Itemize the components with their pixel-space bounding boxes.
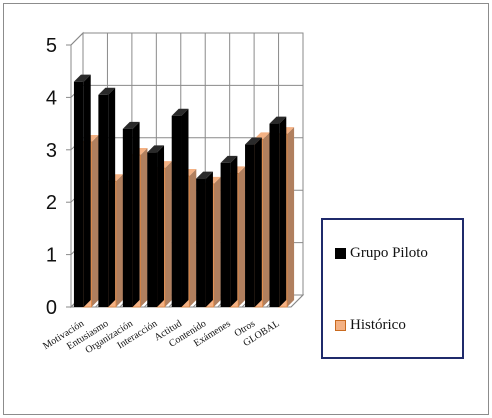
gridline-side xyxy=(70,32,84,46)
bar-series-1 xyxy=(73,74,91,308)
legend-swatch-series-1 xyxy=(335,248,346,259)
bar-series-1 xyxy=(147,145,165,307)
chart-plot: 012345MotivaciónEntusiasmoOrganizaciónIn… xyxy=(41,31,305,356)
chart-frame: 0 1 2 3 4 5 Motivación Entusiasmo Organización In… xyxy=(3,3,489,415)
y-tick-label: 4 xyxy=(46,87,57,109)
bar-series-1 xyxy=(122,121,140,307)
bar-series-1 xyxy=(220,155,238,307)
legend-swatch-series-2 xyxy=(335,320,346,331)
y-tick-label: 1 xyxy=(46,245,57,267)
chart-legend: Grupo Piloto Histórico xyxy=(321,218,464,359)
bar-series-1 xyxy=(245,137,262,307)
y-tick-label: 5 xyxy=(46,35,57,57)
bar-series-1 xyxy=(98,87,116,307)
legend-label-series-2: Histórico xyxy=(350,317,406,333)
y-tick-label: 0 xyxy=(46,297,57,319)
bar-series-1 xyxy=(196,171,213,307)
y-tick-label: 2 xyxy=(46,192,57,214)
y-tick-label: 3 xyxy=(46,140,57,162)
bar-series-1 xyxy=(171,108,189,308)
gridline-floor xyxy=(290,294,304,308)
legend-item-series-2: Histórico xyxy=(335,317,406,334)
legend-item-series-1: Grupo Piloto xyxy=(335,245,428,262)
legend-label-series-1: Grupo Piloto xyxy=(350,245,428,261)
bar-series-1 xyxy=(269,116,287,307)
